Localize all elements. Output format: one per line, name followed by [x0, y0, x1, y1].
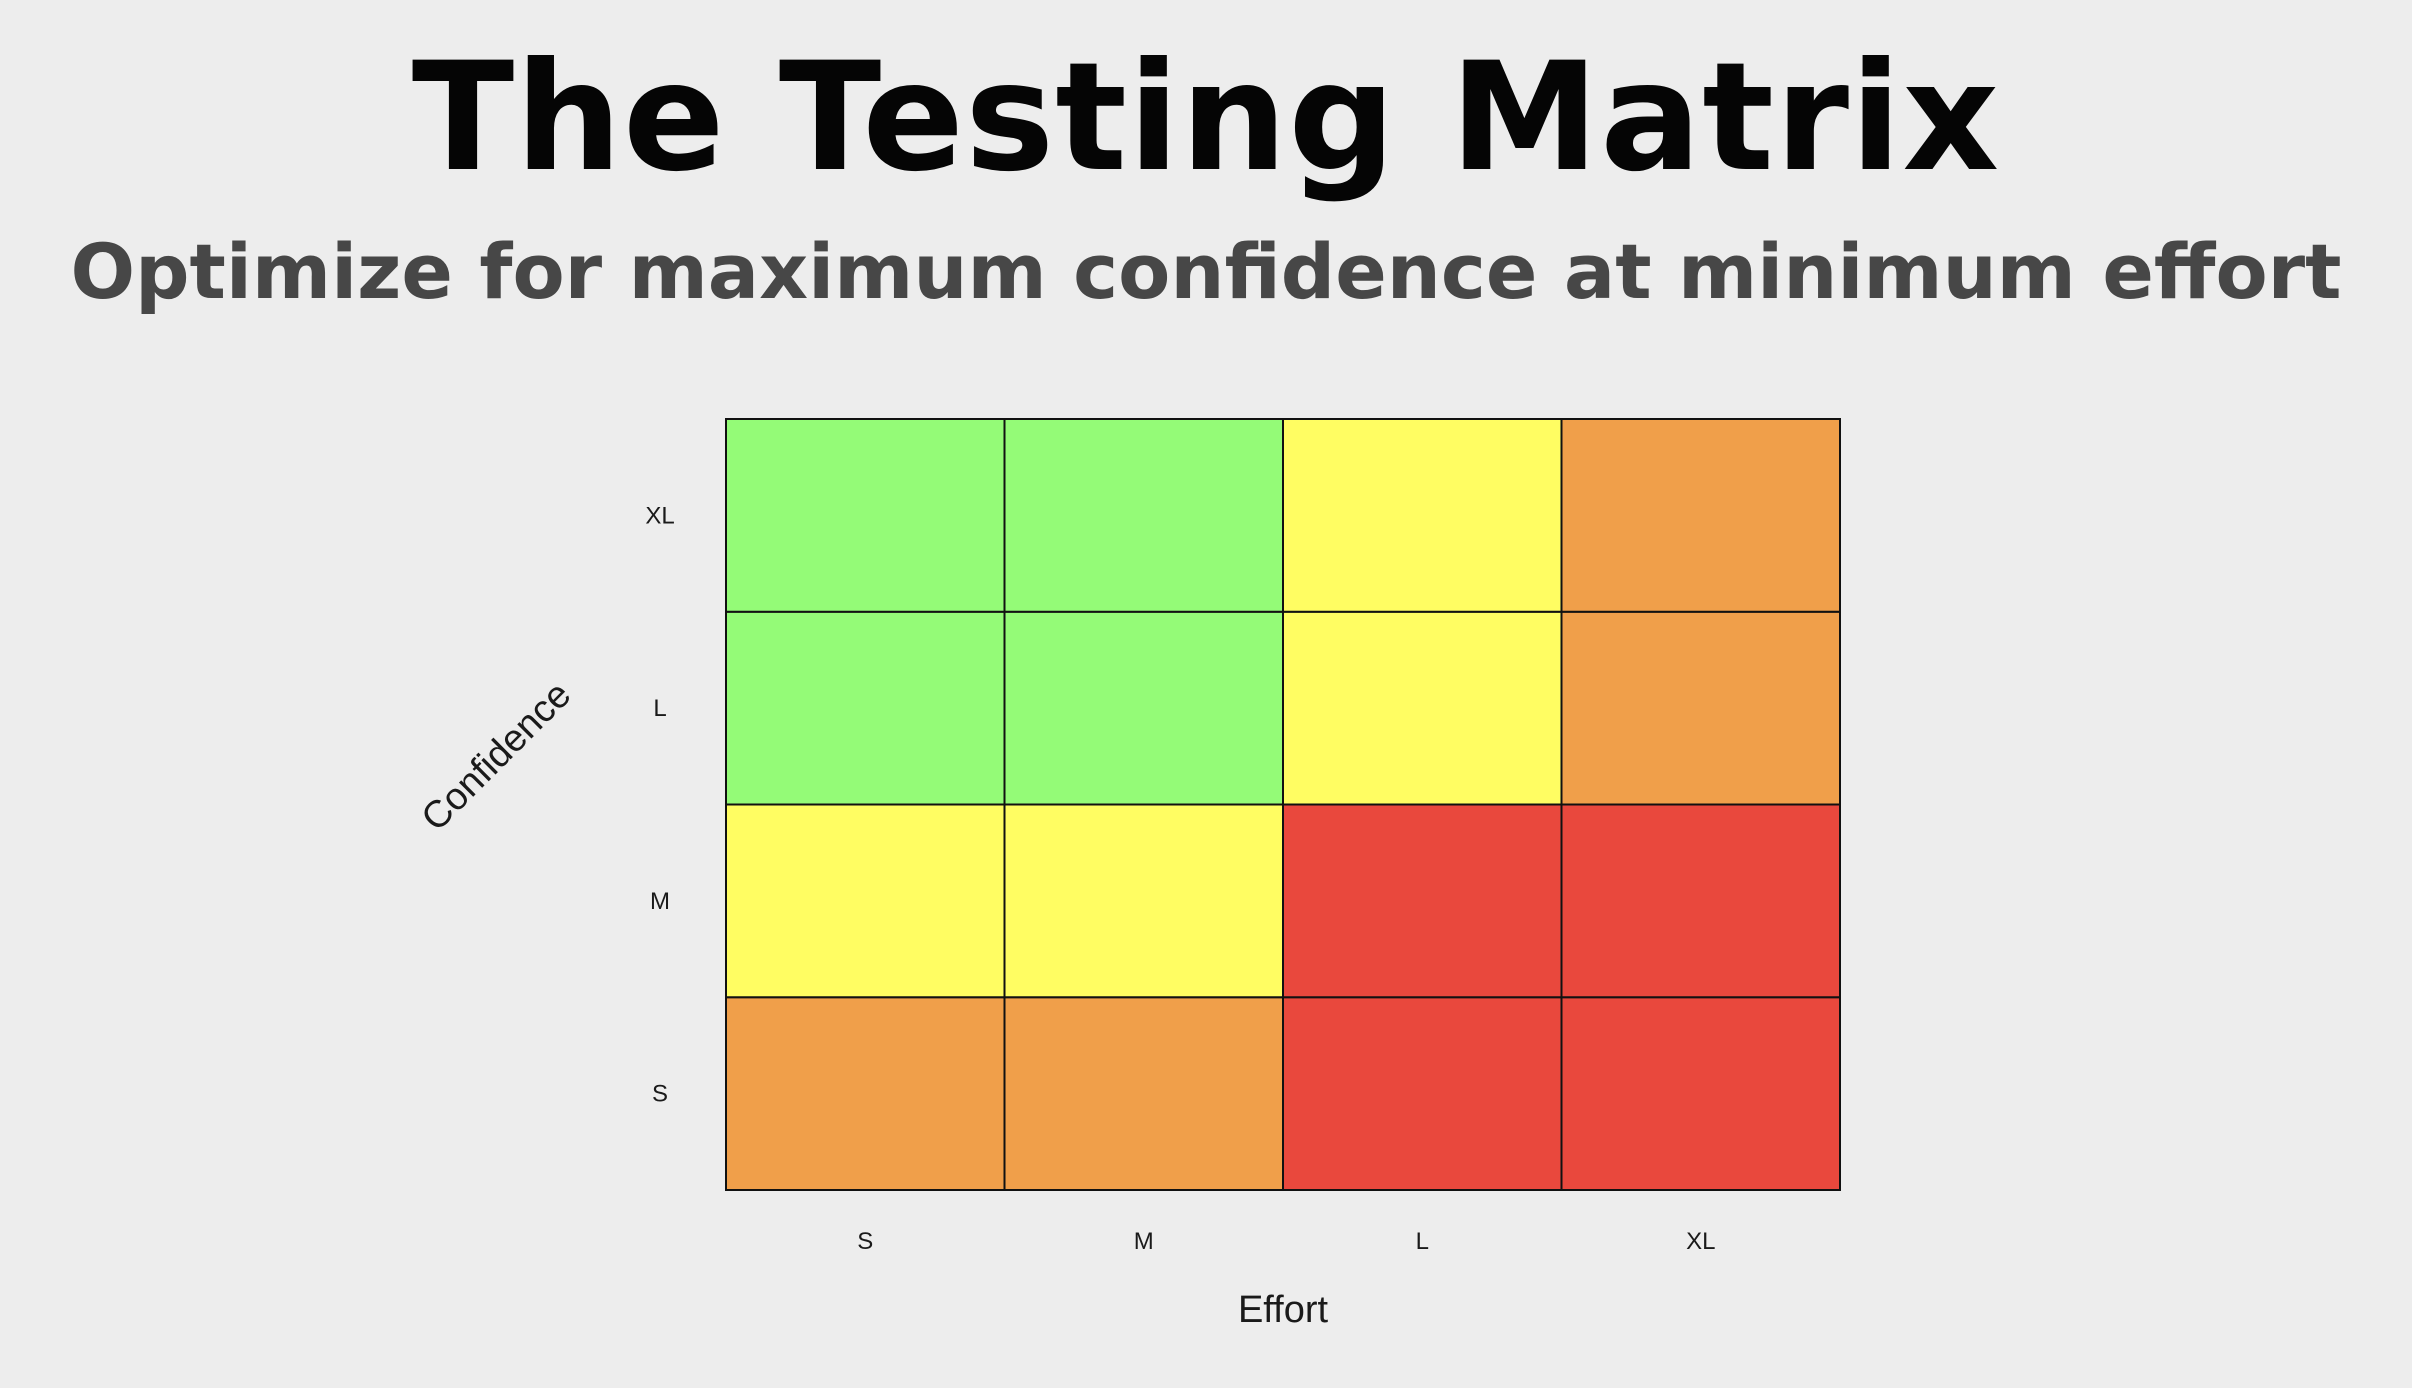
- cell-effort-M-confidence-S: [1003, 996, 1284, 1191]
- x-tick-label: S: [857, 1228, 873, 1255]
- page-title: The Testing Matrix: [411, 31, 2001, 205]
- cell-effort-L-confidence-S: [1282, 996, 1563, 1191]
- y-tick-label: S: [652, 1081, 668, 1108]
- x-axis-title: Effort: [1238, 1289, 1329, 1331]
- x-tick-label: XL: [1686, 1228, 1715, 1255]
- cell-effort-S-confidence-S: [725, 996, 1006, 1191]
- cell-effort-XL-confidence-L: [1560, 610, 1841, 806]
- y-tick-label: XL: [645, 502, 674, 529]
- cell-effort-S-confidence-L: [725, 610, 1006, 806]
- cell-effort-S-confidence-XL: [725, 418, 1006, 613]
- cell-effort-XL-confidence-M: [1560, 803, 1841, 999]
- cell-effort-L-confidence-L: [1282, 610, 1563, 806]
- y-tick-label: L: [653, 695, 666, 722]
- y-tick-label: M: [650, 888, 670, 915]
- cell-effort-M-confidence-M: [1003, 803, 1284, 999]
- y-axis-ticks: S M L XL: [645, 502, 674, 1107]
- x-tick-label: M: [1134, 1228, 1154, 1255]
- page-subtitle: Optimize for maximum confidence at minim…: [70, 227, 2342, 316]
- cell-effort-L-confidence-XL: [1282, 418, 1563, 613]
- cell-effort-XL-confidence-XL: [1560, 418, 1841, 613]
- y-axis-title: Confidence: [414, 674, 580, 840]
- x-tick-label: L: [1416, 1228, 1429, 1255]
- cell-effort-XL-confidence-S: [1560, 996, 1841, 1191]
- cell-effort-M-confidence-L: [1003, 610, 1284, 806]
- cell-effort-M-confidence-XL: [1003, 418, 1284, 613]
- matrix-cells: [725, 418, 1841, 1191]
- cell-effort-S-confidence-M: [725, 803, 1006, 999]
- x-axis-ticks: S M L XL: [857, 1228, 1715, 1255]
- cell-effort-L-confidence-M: [1282, 803, 1563, 999]
